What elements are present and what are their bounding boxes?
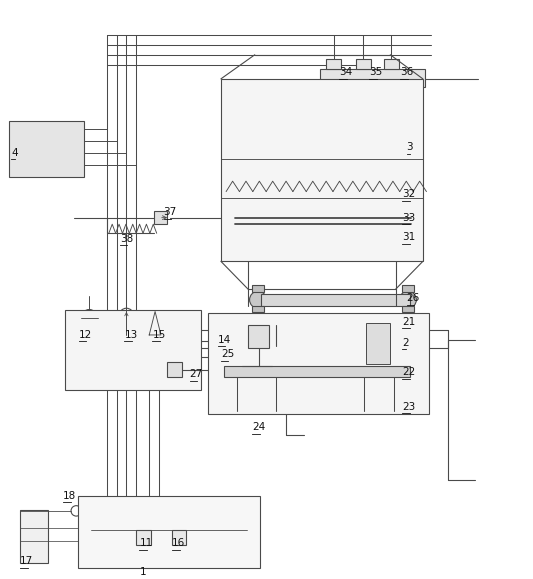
Text: 3: 3 bbox=[407, 142, 413, 152]
Bar bbox=[248, 324, 269, 348]
Bar bbox=[252, 285, 264, 292]
Text: 27: 27 bbox=[190, 369, 203, 379]
Bar bbox=[224, 367, 410, 377]
Bar bbox=[356, 59, 371, 69]
Bar bbox=[136, 530, 150, 545]
Bar bbox=[261, 294, 410, 306]
Bar bbox=[221, 159, 423, 198]
Text: 2: 2 bbox=[402, 338, 409, 348]
Text: 11: 11 bbox=[140, 538, 152, 548]
Bar bbox=[221, 79, 423, 261]
Bar bbox=[208, 313, 430, 415]
Bar bbox=[167, 362, 182, 377]
Text: 1: 1 bbox=[140, 567, 146, 577]
Text: 12: 12 bbox=[79, 330, 92, 340]
Text: 4: 4 bbox=[11, 148, 18, 157]
Text: 34: 34 bbox=[340, 67, 353, 78]
Text: 16: 16 bbox=[172, 538, 185, 548]
Text: 38: 38 bbox=[120, 233, 133, 244]
Circle shape bbox=[399, 291, 416, 308]
Text: 25: 25 bbox=[221, 350, 234, 360]
Text: 17: 17 bbox=[20, 556, 34, 566]
Text: 18: 18 bbox=[63, 491, 76, 501]
Text: 36: 36 bbox=[400, 67, 413, 78]
Bar bbox=[384, 59, 399, 69]
Text: 32: 32 bbox=[402, 189, 415, 199]
Bar bbox=[64, 310, 201, 390]
Bar bbox=[402, 306, 414, 312]
Text: 14: 14 bbox=[217, 335, 231, 345]
Text: 31: 31 bbox=[402, 232, 415, 242]
Text: 37: 37 bbox=[164, 207, 177, 218]
Bar bbox=[252, 306, 264, 312]
Bar bbox=[320, 69, 425, 87]
Text: 15: 15 bbox=[152, 330, 166, 340]
Bar bbox=[402, 285, 414, 292]
Circle shape bbox=[249, 291, 266, 308]
Bar bbox=[366, 323, 390, 364]
Bar bbox=[326, 59, 342, 69]
Bar bbox=[155, 211, 167, 224]
Text: 26: 26 bbox=[407, 294, 420, 303]
Text: 21: 21 bbox=[402, 317, 415, 327]
Text: 13: 13 bbox=[125, 330, 138, 340]
Text: 33: 33 bbox=[402, 212, 415, 223]
Bar bbox=[9, 121, 84, 177]
Bar bbox=[172, 530, 187, 545]
Text: 23: 23 bbox=[402, 402, 415, 412]
Text: 24: 24 bbox=[252, 423, 265, 433]
Text: 35: 35 bbox=[369, 67, 383, 78]
Bar bbox=[20, 510, 47, 563]
Bar bbox=[77, 496, 260, 567]
Text: 22: 22 bbox=[402, 367, 415, 377]
